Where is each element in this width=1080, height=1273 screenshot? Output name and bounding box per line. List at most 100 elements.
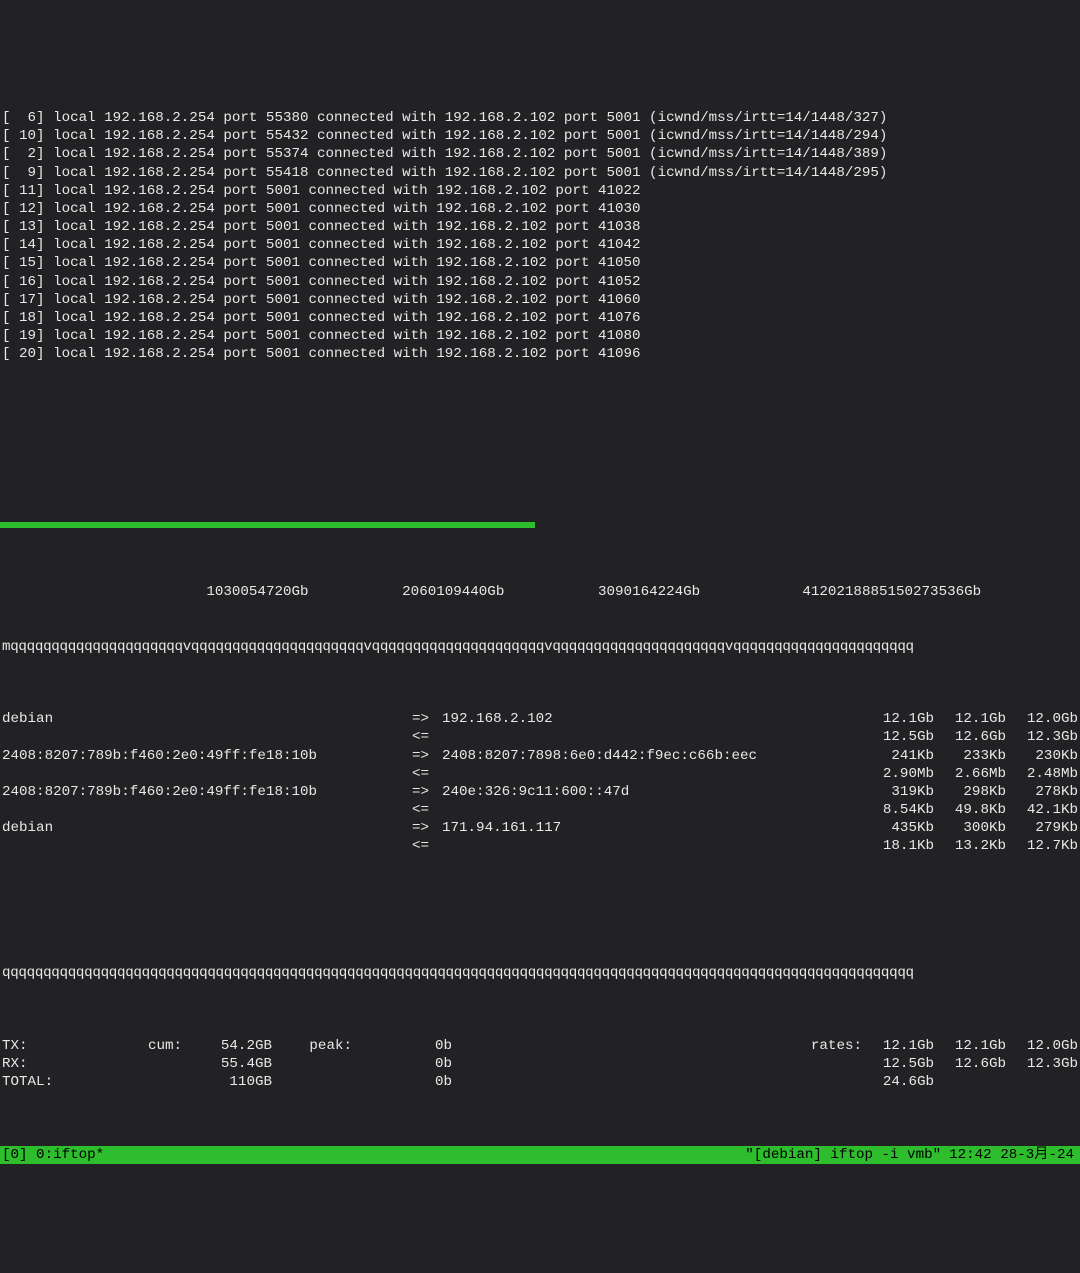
flow-destination <box>442 728 862 746</box>
tmux-statusbar[interactable]: [0] 0:iftop* "[debian] iftop -i vmb" 12:… <box>0 1146 1080 1164</box>
flow-destination <box>442 765 862 783</box>
flow-rate-2s: 12.5Gb <box>862 728 934 746</box>
flow-direction: <= <box>412 801 442 819</box>
flow-direction: <= <box>412 728 442 746</box>
connection-line: [ 9] local 192.168.2.254 port 55418 conn… <box>0 164 1080 182</box>
summary-rate-10s: 12.6Gb <box>934 1055 1006 1073</box>
flow-destination <box>442 801 862 819</box>
flow-direction: <= <box>412 837 442 855</box>
flow-row: <= 2.90Mb2.66Mb2.48Mb <box>0 765 1080 783</box>
summary-rate-10s: 12.1Gb <box>934 1037 1006 1055</box>
flow-destination <box>442 837 862 855</box>
statusbar-clock: 12:42 28-3月-24 <box>949 1146 1078 1164</box>
summary-row-rx: RX:55.4GB0b12.5Gb12.6Gb12.3Gb <box>0 1055 1080 1073</box>
flow-direction: <= <box>412 765 442 783</box>
summary-rate-2s: 24.6Gb <box>862 1073 934 1091</box>
flow-rate-2s: 8.54Kb <box>862 801 934 819</box>
traffic-bar-fill <box>0 522 535 528</box>
summary-rates-label <box>792 1055 862 1073</box>
statusbar-title: "[debian] iftop -i vmb" <box>104 1146 949 1164</box>
flow-row: 2408:8207:789b:f460:2e0:49ff:fe18:10b=>2… <box>0 747 1080 765</box>
flow-row: <= 12.5Gb12.6Gb12.3Gb <box>0 728 1080 746</box>
summary-cum-label <box>72 1055 182 1073</box>
summary-label: TOTAL: <box>2 1073 72 1091</box>
blank-region <box>0 418 1080 468</box>
flow-row: 2408:8207:789b:f460:2e0:49ff:fe18:10b=>2… <box>0 783 1080 801</box>
flow-source <box>2 801 412 819</box>
flow-rate-40s: 279Kb <box>1006 819 1078 837</box>
flow-rate-10s: 298Kb <box>934 783 1006 801</box>
scale-row: 1030054720Gb 2060109440Gb 3090164224Gb 4… <box>0 583 1080 601</box>
terminal-output: [ 6] local 192.168.2.254 port 55380 conn… <box>0 73 1080 1183</box>
connection-line: [ 13] local 192.168.2.254 port 5001 conn… <box>0 218 1080 236</box>
scale-ruler-bottom: qqqqqqqqqqqqqqqqqqqqqqqqqqqqqqqqqqqqqqqq… <box>0 964 1080 982</box>
flow-rate-10s: 12.6Gb <box>934 728 1006 746</box>
flow-list: debian=>192.168.2.10212.1Gb12.1Gb12.0Gb<… <box>0 710 1080 855</box>
flow-destination: 171.94.161.117 <box>442 819 862 837</box>
flow-rate-40s: 12.3Gb <box>1006 728 1078 746</box>
flow-rate-10s: 49.8Kb <box>934 801 1006 819</box>
scale-mark-1: 1030054720Gb <box>206 584 308 600</box>
flow-destination: 240e:326:9c11:600::47d <box>442 783 862 801</box>
flow-destination: 2408:8207:7898:6e0:d442:f9ec:c66b:eec <box>442 747 862 765</box>
summary-rate-40s <box>1006 1073 1078 1091</box>
flow-source: 2408:8207:789b:f460:2e0:49ff:fe18:10b <box>2 783 412 801</box>
scale-mark-2: 2060109440Gb <box>402 584 504 600</box>
flow-rate-2s: 2.90Mb <box>862 765 934 783</box>
flow-rate-2s: 18.1Kb <box>862 837 934 855</box>
connection-line: [ 10] local 192.168.2.254 port 55432 con… <box>0 127 1080 145</box>
summary-rate-2s: 12.1Gb <box>862 1037 934 1055</box>
flow-direction: => <box>412 747 442 765</box>
connection-line: [ 15] local 192.168.2.254 port 5001 conn… <box>0 254 1080 272</box>
traffic-bar-track <box>0 522 1080 528</box>
summary-label: RX: <box>2 1055 72 1073</box>
summary-cum-value: 54.2GB <box>182 1037 272 1055</box>
connection-line: [ 20] local 192.168.2.254 port 5001 conn… <box>0 345 1080 363</box>
summary-cum-value: 110GB <box>182 1073 272 1091</box>
flow-rate-2s: 435Kb <box>862 819 934 837</box>
connection-line: [ 2] local 192.168.2.254 port 55374 conn… <box>0 145 1080 163</box>
summary-rate-2s: 12.5Gb <box>862 1055 934 1073</box>
flow-direction: => <box>412 819 442 837</box>
flow-rate-40s: 12.7Kb <box>1006 837 1078 855</box>
flow-rate-2s: 319Kb <box>862 783 934 801</box>
summary-label: TX: <box>2 1037 72 1055</box>
scale-mark-3: 3090164224Gb <box>598 584 700 600</box>
connection-list: [ 6] local 192.168.2.254 port 55380 conn… <box>0 109 1080 363</box>
flow-row: <= 18.1Kb13.2Kb12.7Kb <box>0 837 1080 855</box>
flow-rate-2s: 241Kb <box>862 747 934 765</box>
flow-direction: => <box>412 783 442 801</box>
summary-row-tx: TX:cum:54.2GBpeak:0brates:12.1Gb12.1Gb12… <box>0 1037 1080 1055</box>
connection-line: [ 18] local 192.168.2.254 port 5001 conn… <box>0 309 1080 327</box>
connection-line: [ 19] local 192.168.2.254 port 5001 conn… <box>0 327 1080 345</box>
flow-row: debian=>171.94.161.117435Kb300Kb279Kb <box>0 819 1080 837</box>
summary-peak-value: 0b <box>352 1037 452 1055</box>
summary-peak-label <box>272 1073 352 1091</box>
summary-rate-40s: 12.3Gb <box>1006 1055 1078 1073</box>
summary-row-total: TOTAL: 110GB 0b 24.6Gb <box>0 1073 1080 1091</box>
scale-mark-4: 4120218885150273536Gb <box>802 584 981 600</box>
summary-cum-label <box>72 1073 182 1091</box>
flow-source: 2408:8207:789b:f460:2e0:49ff:fe18:10b <box>2 747 412 765</box>
flow-rate-10s: 2.66Mb <box>934 765 1006 783</box>
connection-line: [ 17] local 192.168.2.254 port 5001 conn… <box>0 291 1080 309</box>
summary-peak-label: peak: <box>272 1037 352 1055</box>
summary-rates-label <box>792 1073 862 1091</box>
flow-source <box>2 765 412 783</box>
summary-cum-value: 55.4GB <box>182 1055 272 1073</box>
flow-rate-10s: 233Kb <box>934 747 1006 765</box>
summary-section: TX:cum:54.2GBpeak:0brates:12.1Gb12.1Gb12… <box>0 1037 1080 1092</box>
flow-source: debian <box>2 819 412 837</box>
connection-line: [ 16] local 192.168.2.254 port 5001 conn… <box>0 273 1080 291</box>
connection-line: [ 14] local 192.168.2.254 port 5001 conn… <box>0 236 1080 254</box>
statusbar-left: [0] 0:iftop* <box>2 1146 104 1164</box>
flow-rate-10s: 13.2Kb <box>934 837 1006 855</box>
summary-peak-value: 0b <box>352 1073 452 1091</box>
flow-source <box>2 837 412 855</box>
connection-line: [ 12] local 192.168.2.254 port 5001 conn… <box>0 200 1080 218</box>
scale-ruler-top: mqqqqqqqqqqqqqqqqqqqqqvqqqqqqqqqqqqqqqqq… <box>0 638 1080 656</box>
flow-rate-40s: 2.48Mb <box>1006 765 1078 783</box>
summary-rate-40s: 12.0Gb <box>1006 1037 1078 1055</box>
flow-rate-40s: 230Kb <box>1006 747 1078 765</box>
flow-rate-40s: 278Kb <box>1006 783 1078 801</box>
